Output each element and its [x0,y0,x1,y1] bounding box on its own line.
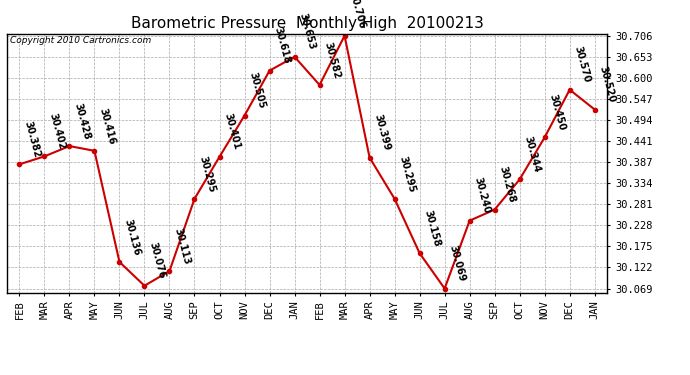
Text: 30.505: 30.505 [247,71,266,110]
Text: 30.240: 30.240 [473,176,492,215]
Text: 30.416: 30.416 [97,106,117,145]
Text: 30.136: 30.136 [122,217,141,256]
Text: 30.113: 30.113 [172,227,192,266]
Text: 30.401: 30.401 [222,112,242,151]
Text: 30.399: 30.399 [373,113,392,152]
Text: 30.295: 30.295 [197,154,217,193]
Text: 30.382: 30.382 [22,120,41,159]
Text: 30.069: 30.069 [447,244,466,283]
Text: 30.402: 30.402 [47,112,66,151]
Text: 30.706: 30.706 [347,0,366,30]
Text: 30.653: 30.653 [297,12,317,51]
Text: 30.076: 30.076 [147,242,166,280]
Text: 30.570: 30.570 [573,45,592,84]
Text: 30.618: 30.618 [273,26,292,65]
Text: 30.450: 30.450 [547,93,566,132]
Title: Barometric Pressure  Monthly High  20100213: Barometric Pressure Monthly High 2010021… [130,16,484,31]
Text: Copyright 2010 Cartronics.com: Copyright 2010 Cartronics.com [10,36,151,45]
Text: 30.582: 30.582 [322,40,342,80]
Text: 30.520: 30.520 [598,65,617,104]
Text: 30.428: 30.428 [72,102,92,141]
Text: 30.295: 30.295 [397,154,417,193]
Text: 30.268: 30.268 [497,165,517,204]
Text: 30.344: 30.344 [522,135,542,174]
Text: 30.158: 30.158 [422,209,442,248]
